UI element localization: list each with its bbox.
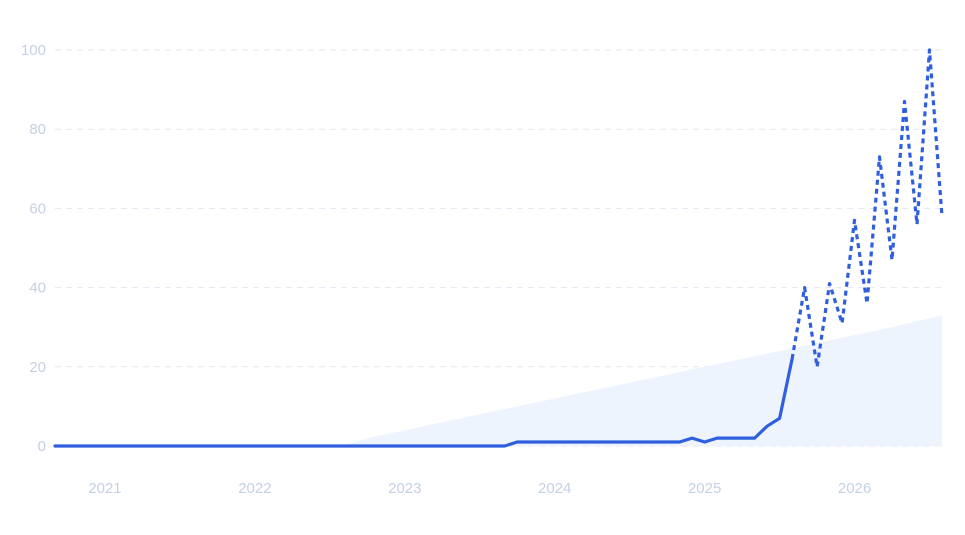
- x-tick-label: 2026: [838, 480, 871, 497]
- y-tick-label: 100: [21, 42, 46, 59]
- x-tick-label: 2023: [388, 480, 421, 497]
- x-axis-ticks: 2021 2022 2023 2024 2025 2026: [88, 480, 871, 497]
- x-tick-label: 2024: [538, 480, 571, 497]
- area-layer: [55, 315, 942, 446]
- background-area-series: [55, 315, 942, 446]
- x-tick-label: 2025: [688, 480, 721, 497]
- x-tick-label: 2021: [88, 480, 121, 497]
- line-layer: [53, 48, 944, 448]
- y-tick-label: 40: [29, 280, 46, 297]
- y-tick-label: 80: [29, 121, 46, 138]
- y-tick-label: 20: [29, 359, 46, 376]
- y-tick-label: 60: [29, 200, 46, 217]
- actual-line-series: [53, 357, 794, 448]
- y-tick-label: 0: [38, 438, 46, 455]
- x-tick-label: 2022: [238, 480, 271, 497]
- y-axis-ticks: 0 20 40 60 80 100: [21, 42, 46, 455]
